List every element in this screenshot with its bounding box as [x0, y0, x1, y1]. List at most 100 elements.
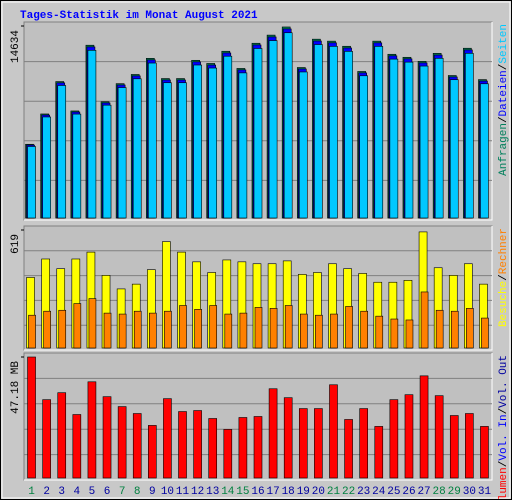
bar: [209, 305, 218, 349]
bar: [87, 50, 97, 219]
y-tick-label: 14634: [10, 30, 22, 63]
x-tick-label: 27: [417, 486, 430, 498]
bar: [43, 310, 51, 349]
bar: [178, 82, 187, 219]
bar: [419, 65, 429, 219]
bar: [435, 309, 444, 349]
bar: [42, 399, 51, 479]
legend-separator: /: [498, 461, 510, 468]
bar: [465, 413, 474, 479]
bar: [223, 55, 233, 219]
bar: [299, 313, 308, 349]
x-tick-label: 8: [134, 486, 141, 498]
legend: Besuche/Rechner: [498, 228, 510, 327]
bar: [390, 318, 399, 349]
x-tick-label: 18: [282, 486, 295, 498]
x-tick-label: 4: [74, 486, 81, 498]
bar: [449, 415, 459, 479]
x-tick-label: 10: [161, 486, 174, 498]
legend-entry: Besuche: [498, 281, 510, 327]
panel-bevel: [24, 22, 493, 221]
legend-separator: /: [498, 274, 510, 281]
bar: [419, 375, 429, 479]
bar: [268, 40, 278, 219]
bar: [315, 314, 323, 349]
bar: [149, 312, 157, 349]
legend-entry: Vol. Out: [498, 355, 510, 408]
legend: Volumen/Vol. In/Vol. Out: [498, 355, 510, 500]
y-tick-label: 47.18 MB: [10, 361, 22, 414]
bar: [193, 410, 202, 479]
x-tick-label: 7: [119, 486, 126, 498]
bar: [330, 313, 338, 349]
bar: [481, 317, 489, 349]
bar: [238, 72, 248, 219]
x-tick-label: 11: [176, 486, 190, 498]
x-tick-label: 24: [372, 486, 386, 498]
bar: [404, 394, 414, 479]
x-tick-label: 25: [387, 486, 400, 498]
bar: [329, 384, 338, 479]
bar: [117, 87, 127, 219]
bar: [344, 419, 353, 479]
y-tick-label: 619: [10, 234, 22, 254]
bar: [102, 104, 112, 219]
bar: [480, 426, 489, 479]
bar: [420, 291, 429, 349]
bar: [27, 356, 36, 479]
x-tick-label: 29: [448, 486, 461, 498]
bar: [148, 425, 157, 479]
bar: [72, 414, 82, 479]
x-tick-label: 20: [312, 486, 325, 498]
bar: [284, 305, 293, 349]
x-tick-label: 14: [221, 486, 235, 498]
bar: [27, 146, 36, 219]
x-tick-label: 30: [463, 486, 476, 498]
legend-entry: Rechner: [498, 228, 510, 274]
bar: [57, 392, 67, 479]
bar: [238, 417, 248, 479]
bar: [132, 413, 142, 479]
bar: [449, 79, 459, 219]
x-tick-label: 12: [191, 486, 204, 498]
bar: [179, 305, 187, 349]
x-tick-label: 26: [402, 486, 415, 498]
bar: [72, 113, 82, 219]
x-tick-label: 16: [251, 486, 264, 498]
bar: [434, 58, 444, 219]
x-tick-label: 21: [327, 486, 341, 498]
bar: [360, 310, 368, 349]
bar: [163, 398, 172, 479]
legend-entry: Vol. In: [498, 414, 510, 460]
bar: [450, 310, 459, 349]
bar: [298, 71, 308, 219]
bar: [314, 408, 323, 479]
bar: [269, 308, 278, 349]
bar: [253, 48, 263, 219]
x-tick-label: 9: [149, 486, 156, 498]
bar: [374, 46, 384, 219]
x-tick-label: 1: [28, 486, 35, 498]
bar: [375, 315, 384, 349]
x-tick-label: 28: [433, 486, 446, 498]
bar: [103, 312, 112, 349]
x-tick-label: 23: [357, 486, 370, 498]
bar: [117, 406, 127, 479]
legend-entry: Seiten: [498, 24, 510, 64]
bar: [389, 58, 399, 219]
bar: [73, 303, 82, 349]
x-tick-label: 5: [89, 486, 96, 498]
bar: [434, 395, 444, 479]
bar: [359, 408, 368, 479]
x-tick-label: 31: [478, 486, 492, 498]
bar: [223, 429, 233, 479]
legend-entry: Anfragen: [498, 123, 510, 176]
bar: [194, 309, 202, 349]
bar: [132, 78, 142, 219]
bar: [148, 62, 157, 219]
bar: [58, 309, 67, 349]
x-tick-label: 22: [342, 486, 355, 498]
bar: [163, 82, 172, 219]
